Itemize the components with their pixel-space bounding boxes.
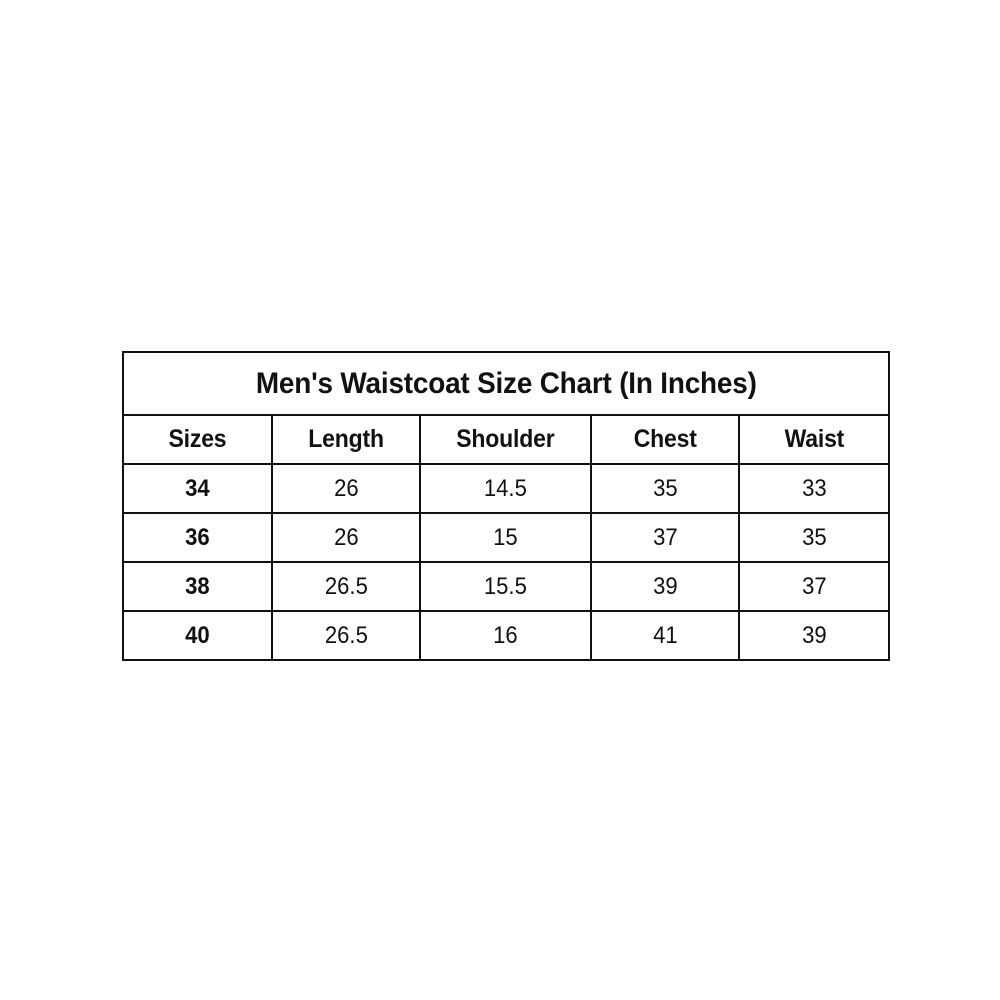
- cell-chest-value: 35: [652, 474, 678, 502]
- cell-size-value: 34: [185, 474, 210, 502]
- chart-title: Men's Waistcoat Size Chart (In Inches): [121, 351, 891, 416]
- cell-waist-value: 33: [801, 474, 827, 502]
- cell-chest: 39: [590, 561, 740, 612]
- table-row: 34 26 14.5 35 33: [122, 463, 891, 514]
- cell-size: 38: [122, 561, 273, 612]
- column-header-waist: Waist: [737, 414, 891, 465]
- cell-shoulder: 14.5: [419, 463, 592, 514]
- cell-length: 26.5: [271, 610, 421, 661]
- cell-waist-value: 39: [801, 621, 827, 649]
- column-header-chest: Chest: [590, 414, 740, 465]
- column-header-waist-label: Waist: [784, 425, 844, 453]
- cell-length-value: 26.5: [324, 621, 368, 649]
- cell-chest-value: 39: [652, 572, 678, 600]
- cell-shoulder: 15.5: [419, 561, 592, 612]
- cell-size-value: 40: [185, 621, 210, 649]
- cell-chest: 41: [590, 610, 740, 661]
- column-header-shoulder: Shoulder: [419, 414, 592, 465]
- cell-size: 40: [122, 610, 273, 661]
- size-chart-table: Men's Waistcoat Size Chart (In Inches) S…: [121, 351, 891, 661]
- cell-length: 26.5: [271, 561, 421, 612]
- table-row: 38 26.5 15.5 39 37: [122, 561, 891, 612]
- cell-size-value: 36: [185, 523, 210, 551]
- column-header-chest-label: Chest: [633, 425, 697, 453]
- cell-shoulder-value: 15: [493, 523, 518, 551]
- cell-length-value: 26.5: [324, 572, 368, 600]
- cell-length-value: 26: [333, 523, 359, 551]
- cell-size: 36: [122, 512, 273, 563]
- cell-shoulder-value: 16: [493, 621, 518, 649]
- cell-size-value: 38: [185, 572, 210, 600]
- table-header-row: Sizes Length Shoulder Chest Waist: [122, 414, 891, 465]
- cell-length: 26: [271, 463, 421, 514]
- column-header-length: Length: [271, 414, 421, 465]
- cell-chest: 37: [590, 512, 740, 563]
- column-header-length-label: Length: [308, 425, 384, 453]
- cell-shoulder: 15: [419, 512, 592, 563]
- cell-shoulder-value: 15.5: [484, 572, 527, 600]
- cell-waist: 35: [737, 512, 891, 563]
- cell-shoulder: 16: [419, 610, 592, 661]
- cell-waist: 37: [737, 561, 891, 612]
- table-row: 36 26 15 37 35: [122, 512, 891, 563]
- cell-length: 26: [271, 512, 421, 563]
- cell-chest: 35: [590, 463, 740, 514]
- cell-length-value: 26: [333, 474, 359, 502]
- cell-waist-value: 37: [801, 572, 827, 600]
- cell-waist-value: 35: [801, 523, 827, 551]
- column-header-sizes: Sizes: [122, 414, 273, 465]
- cell-chest-value: 41: [652, 621, 678, 649]
- cell-waist: 39: [737, 610, 891, 661]
- column-header-sizes-label: Sizes: [168, 425, 227, 453]
- cell-waist: 33: [737, 463, 891, 514]
- cell-size: 34: [122, 463, 273, 514]
- cell-chest-value: 37: [652, 523, 678, 551]
- chart-title-text: Men's Waistcoat Size Chart (In Inches): [255, 366, 757, 400]
- column-header-shoulder-label: Shoulder: [456, 425, 555, 453]
- table-row: 40 26.5 16 41 39: [122, 610, 891, 661]
- cell-shoulder-value: 14.5: [484, 474, 527, 502]
- table-title-row: Men's Waistcoat Size Chart (In Inches): [121, 351, 891, 416]
